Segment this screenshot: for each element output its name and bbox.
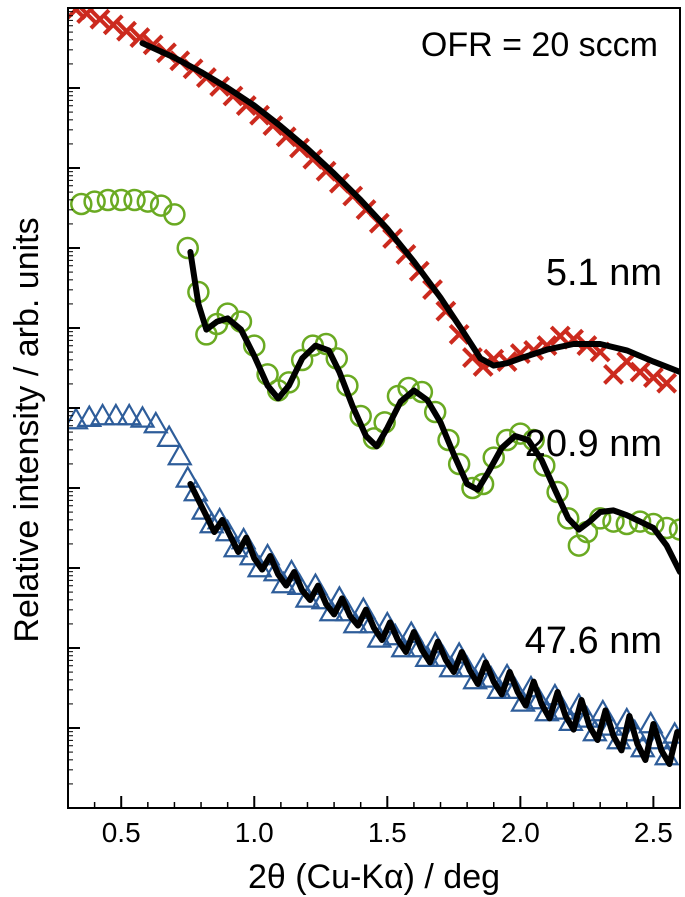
data-point (70, 192, 93, 216)
data-point (310, 586, 337, 610)
fit-line (187, 481, 680, 767)
data-point (334, 598, 361, 622)
data-point (156, 424, 183, 447)
data-point (437, 428, 460, 452)
data-point (358, 610, 385, 634)
data-point (290, 348, 314, 372)
data-point (447, 452, 471, 476)
data-point (423, 400, 447, 424)
data-point (76, 404, 103, 427)
x-tick-label: 1.5 (368, 817, 407, 848)
data-point (406, 634, 433, 658)
data-point (430, 644, 457, 667)
data-point (642, 367, 664, 389)
data-point (286, 572, 313, 595)
x-tick-label: 2.5 (634, 817, 673, 848)
series-1 (68, 8, 680, 394)
data-point (526, 686, 552, 710)
x-tick-label: 2.0 (501, 817, 540, 848)
data-point (123, 188, 146, 212)
x-axis-label: 2θ (Cu-Kα) / deg (248, 858, 500, 896)
data-point (89, 8, 111, 30)
x-tick-label: 1.0 (235, 817, 274, 848)
data-point (567, 534, 591, 557)
y-axis-ticks (68, 7, 80, 809)
data-point (238, 542, 265, 566)
data-point (550, 697, 576, 720)
annotation-thickness-1: 5.1 nm (546, 252, 662, 294)
fit-line (139, 40, 680, 375)
plot-frame (67, 7, 681, 809)
data-point (629, 361, 651, 383)
data-point (136, 190, 160, 213)
data-point (102, 14, 124, 36)
data-point (163, 203, 186, 226)
series-2 (70, 188, 680, 575)
data-point (495, 428, 519, 452)
data-point (83, 190, 106, 213)
data-point (454, 654, 481, 678)
data-point (174, 465, 201, 488)
data-point (277, 371, 301, 394)
data-point (103, 402, 129, 426)
annotation-thickness-3: 47.6 nm (525, 620, 662, 662)
data-point (76, 8, 98, 25)
data-point (96, 188, 120, 212)
data-point (262, 558, 289, 582)
data-point (216, 302, 239, 325)
series-layer (68, 8, 680, 767)
data-point (142, 410, 169, 434)
data-point (109, 188, 133, 212)
data-point (249, 104, 270, 126)
data-point (382, 622, 409, 646)
data-point (533, 454, 556, 477)
data-point (502, 676, 528, 699)
annotation-thickness-2: 20.9 nm (525, 423, 662, 465)
data-point (509, 422, 532, 445)
series-3 (68, 402, 680, 767)
data-point (461, 476, 484, 500)
data-point (89, 402, 116, 426)
fit-line (187, 249, 680, 575)
x-axis-ticks: 0.5 1.0 1.5 2.0 2.5 (93, 796, 673, 848)
data-point (556, 507, 580, 530)
data-point (166, 442, 193, 466)
data-point (448, 323, 470, 345)
y-axis-label: Relative intensity / arb. units (8, 217, 46, 642)
data-point (116, 402, 143, 426)
data-point (190, 497, 217, 520)
data-point (214, 518, 241, 542)
x-tick-label: 0.5 (102, 817, 141, 848)
data-point (628, 510, 652, 533)
data-point (129, 405, 156, 428)
data-point (478, 665, 504, 688)
data-point (176, 236, 199, 260)
data-point (656, 372, 678, 394)
data-point (116, 20, 137, 42)
annotation-ofr: OFR = 20 sccm (421, 26, 658, 64)
data-point (668, 518, 680, 541)
